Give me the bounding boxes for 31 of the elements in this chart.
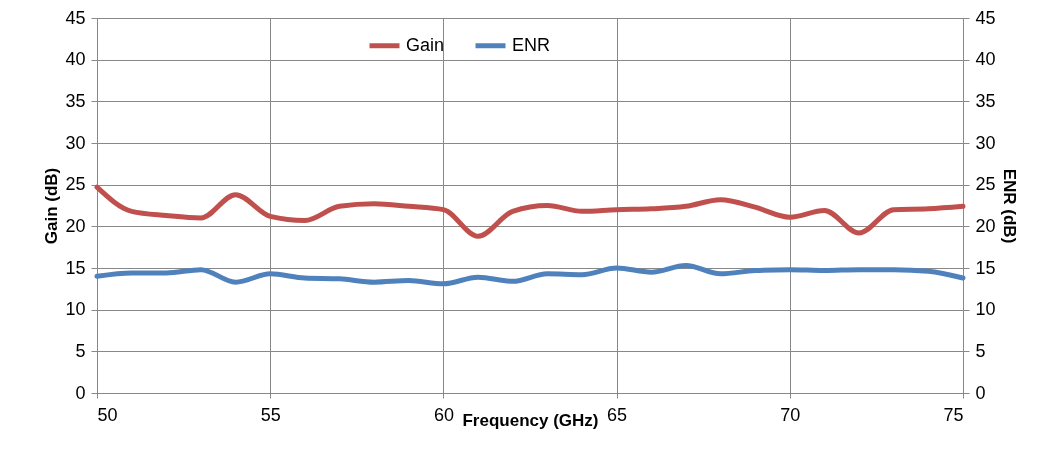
x-tick-label: 70 — [780, 404, 801, 425]
y-tick-label: 45 — [65, 7, 86, 28]
legend-label: ENR — [512, 34, 551, 55]
y-tick-label: 5 — [75, 340, 86, 361]
y2-tick-label: 45 — [975, 7, 996, 28]
x-tick-label: 60 — [433, 404, 454, 425]
x-axis-title: Frequency (GHz) — [462, 410, 599, 430]
y-tick-label: 30 — [65, 132, 86, 153]
y-tick-label: 25 — [65, 174, 86, 195]
y2-tick-label: 35 — [975, 90, 996, 111]
y2-tick-label: 10 — [975, 299, 996, 320]
y2-tick-label: 5 — [975, 340, 986, 361]
x-tick-label: 75 — [943, 404, 964, 425]
y-tick-label: 20 — [65, 215, 86, 236]
x-tick-label: 55 — [260, 404, 281, 425]
y-tick-label: 40 — [65, 49, 86, 70]
y2-tick-label: 20 — [975, 215, 996, 236]
y2-tick-label: 25 — [975, 174, 996, 195]
y2-tick-label: 30 — [975, 132, 996, 153]
y2-axis-title: ENR (dB) — [999, 168, 1019, 244]
y-axis-title: Gain (dB) — [42, 167, 62, 245]
y-tick-label: 15 — [65, 257, 86, 278]
y2-tick-label: 15 — [975, 257, 996, 278]
legend-label: Gain — [406, 34, 445, 55]
y-tick-label: 0 — [75, 382, 86, 403]
y2-tick-label: 40 — [975, 49, 996, 70]
x-tick-label: 50 — [97, 404, 118, 425]
y-tick-label: 10 — [65, 299, 86, 320]
y-tick-label: 35 — [65, 90, 86, 111]
y2-tick-label: 0 — [975, 382, 986, 403]
x-tick-label: 65 — [607, 404, 628, 425]
